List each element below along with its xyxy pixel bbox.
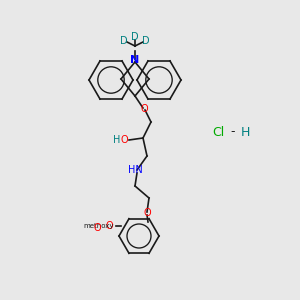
Text: H: H xyxy=(240,125,250,139)
Text: O: O xyxy=(143,208,151,218)
Text: O: O xyxy=(93,223,101,233)
Text: D: D xyxy=(142,36,150,46)
Text: O: O xyxy=(120,135,128,145)
Text: D: D xyxy=(120,36,128,46)
Text: N: N xyxy=(130,55,140,65)
Text: H: H xyxy=(113,135,121,145)
Text: -: - xyxy=(231,125,235,139)
Text: methoxy: methoxy xyxy=(84,223,114,229)
Text: O: O xyxy=(140,104,148,114)
Text: D: D xyxy=(131,32,139,42)
Text: O: O xyxy=(105,221,113,231)
Text: HN: HN xyxy=(128,165,142,175)
Text: Cl: Cl xyxy=(212,125,224,139)
